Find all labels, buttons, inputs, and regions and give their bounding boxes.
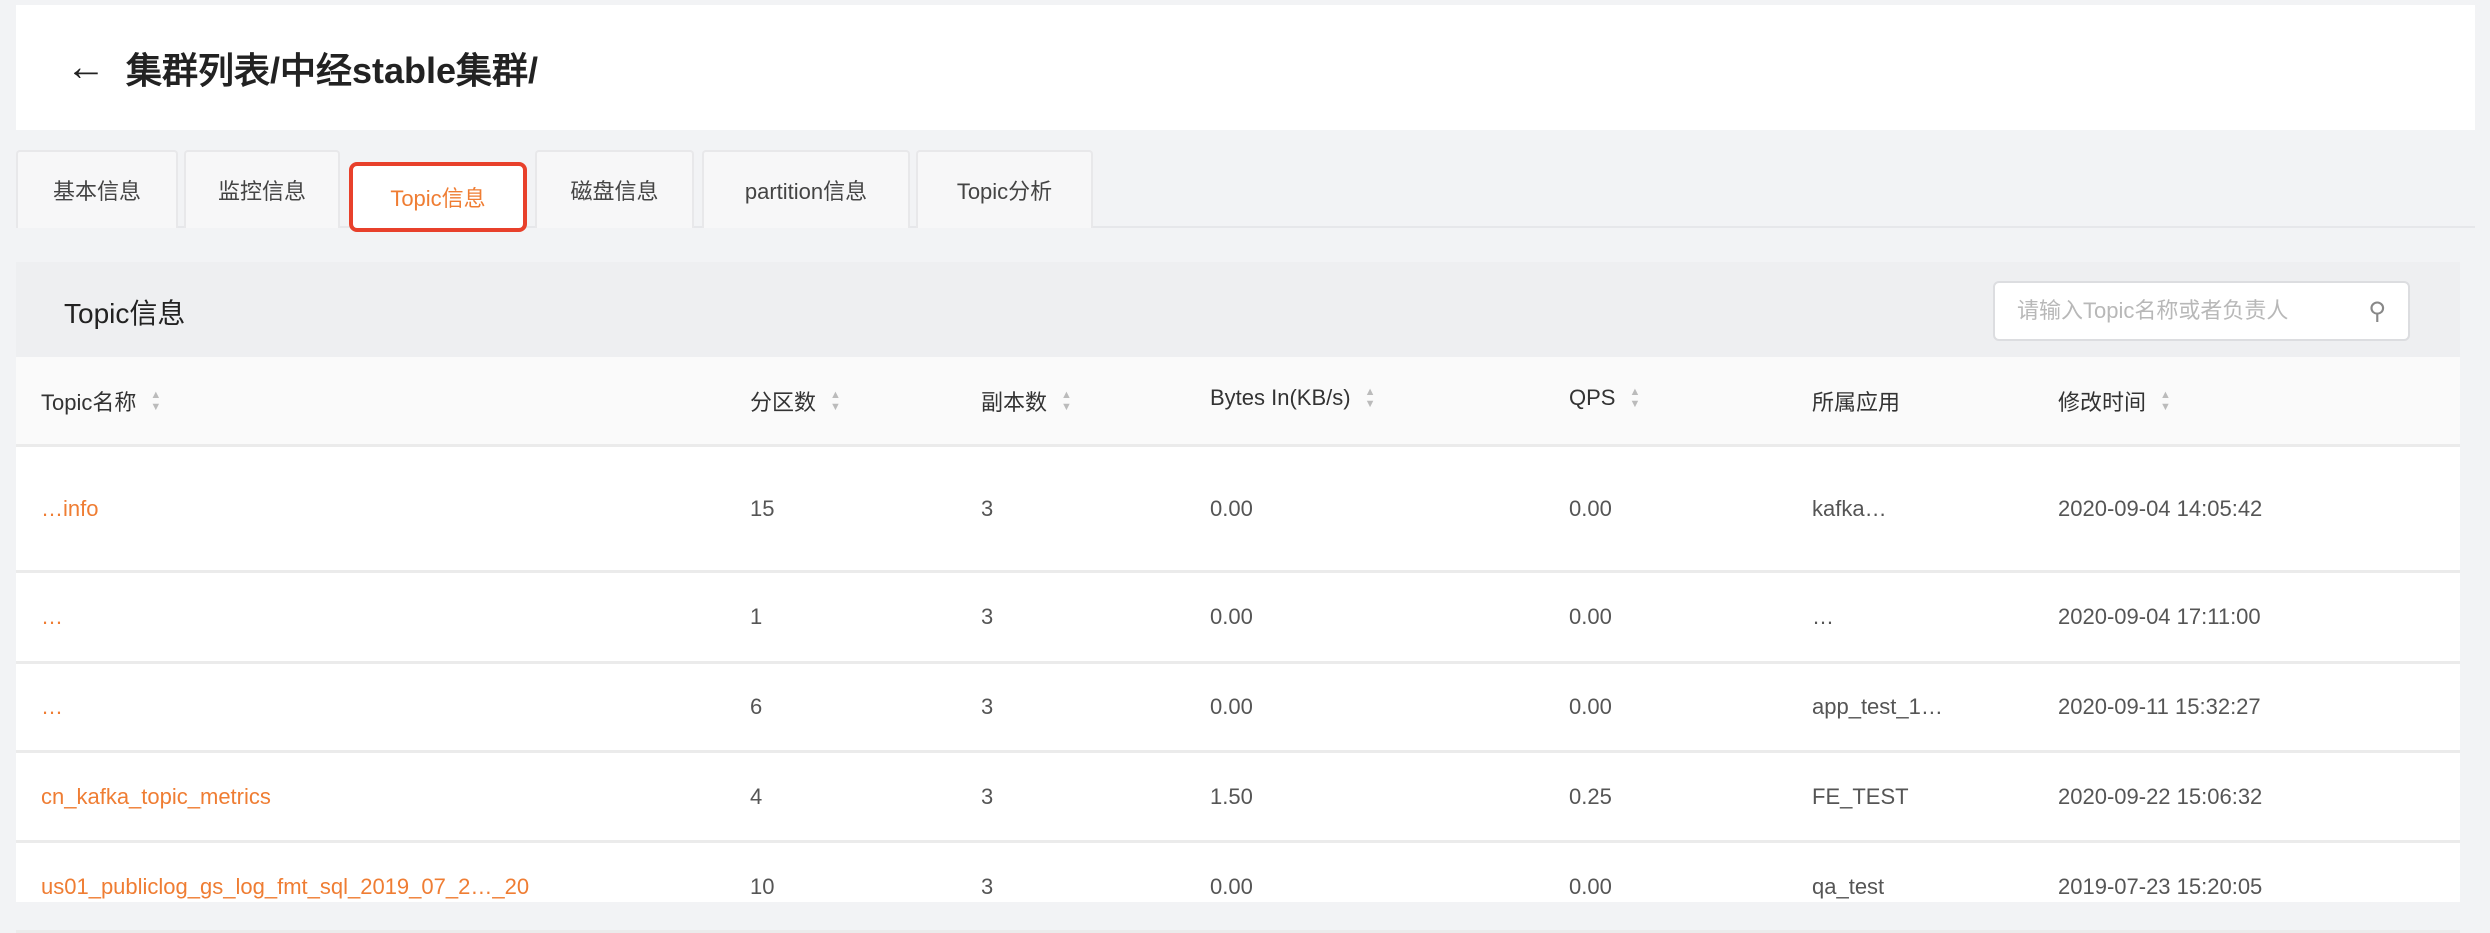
sort-icon[interactable]: ▲ ▼ [150, 389, 162, 413]
sort-icon[interactable]: ▲ ▼ [1061, 389, 1072, 413]
cell-name[interactable]: … [41, 694, 63, 719]
column-bytes-in[interactable]: Bytes In(KB/s) ▲ ▼ [1210, 385, 1376, 410]
column-qps[interactable]: QPS ▲ ▼ [1569, 385, 1641, 410]
tab-topic-info[interactable]: Topic信息 [349, 162, 527, 232]
cell-bytes-in: 0.00 [1210, 495, 1253, 521]
cell-replicas: 3 [981, 604, 994, 629]
cell-qps: 0.00 [1569, 873, 1612, 899]
column-replicas[interactable]: 副本数 ▲ ▼ [981, 389, 1072, 415]
table-row: …info 15 3 0.00 0.00 kafka… 2020-09-04 14:05:4… [16, 447, 2460, 573]
cell-partitions: 6 [750, 694, 763, 719]
cell-app: kafka… [1812, 495, 1887, 521]
cell-bytes-in: 0.00 [1210, 873, 1253, 899]
cell-bytes-in: 0.00 [1210, 604, 1253, 629]
column-app: 所属应用 [1812, 390, 1901, 415]
cell-name[interactable]: us01_publiclog_gs_log_fmt_sql_2019_07_2…… [41, 873, 530, 899]
search-icon[interactable]: ⚲ [2368, 297, 2386, 325]
tab-basic-info[interactable]: 基本信息 [16, 150, 178, 228]
cell-name[interactable]: cn_kafka_topic_metrics [41, 783, 271, 809]
cell-partitions: 10 [750, 873, 775, 899]
cell-modified: 2020-09-11 15:32:27 [2058, 694, 2261, 719]
arrow-left-icon[interactable]: ← [66, 45, 106, 89]
cell-replicas: 3 [981, 783, 994, 809]
table-header: Topic名称 ▲ ▼ 分区数 ▲ ▼ 副本数 ▲ ▼ Bytes In(KB/s) ▲ ▼ Q… [16, 357, 2460, 447]
cell-app: app_test_1… [1812, 694, 1943, 719]
cell-name[interactable]: …info [41, 495, 99, 521]
tab-partition-info[interactable]: partition信息 [702, 150, 910, 228]
column-partitions[interactable]: 分区数 ▲ ▼ [750, 389, 841, 415]
column-topic-name[interactable]: Topic名称 ▲ ▼ [41, 389, 162, 415]
sort-icon[interactable]: ▲ ▼ [1629, 386, 1641, 410]
sort-icon[interactable]: ▲ ▼ [2160, 389, 2171, 413]
search-box: ⚲ [1993, 281, 2410, 341]
cell-qps: 0.00 [1569, 604, 1612, 629]
cell-bytes-in: 1.50 [1210, 783, 1253, 809]
table-row: … 1 3 0.00 0.00 … 2020-09-04 17:11:00 [16, 573, 2460, 664]
cell-partitions: 15 [750, 495, 775, 521]
cell-qps: 0.00 [1569, 694, 1612, 719]
cell-partitions: 1 [750, 604, 763, 629]
tab-bar: 基本信息 监控信息 Topic信息 磁盘信息 partition信息 Topic… [16, 150, 2475, 232]
page-header: ← 集群列表/中经stable集群/ [16, 5, 2475, 130]
panel-title: Topic信息 [64, 298, 186, 329]
cell-qps: 0.25 [1569, 783, 1612, 809]
cell-modified: 2020-09-04 14:05:42 [2058, 495, 2263, 521]
panel-header: Topic信息 ⚲ [16, 262, 2460, 357]
cell-qps: 0.00 [1569, 495, 1612, 521]
table-row: cn_kafka_topic_metrics 4 3 1.50 0.25 FE_TEST 2… [16, 753, 2460, 843]
cell-name[interactable]: … [41, 604, 63, 629]
cell-replicas: 3 [981, 694, 994, 719]
cell-replicas: 3 [981, 495, 994, 521]
search-input[interactable] [2017, 298, 2369, 324]
sort-icon[interactable]: ▲ ▼ [830, 389, 841, 413]
cell-modified: 2020-09-22 15:06:32 [2058, 783, 2263, 809]
cell-replicas: 3 [981, 873, 994, 899]
cell-app: … [1812, 604, 1834, 629]
column-modified-time[interactable]: 修改时间 ▲ ▼ [2058, 389, 2171, 415]
cell-modified: 2019-07-23 15:20:05 [2058, 873, 2263, 899]
cell-bytes-in: 0.00 [1210, 694, 1253, 719]
tab-topic-analysis[interactable]: Topic分析 [916, 150, 1093, 228]
table-row: … 6 3 0.00 0.00 app_test_1… 2020-09-11 15:32:2… [16, 664, 2460, 753]
cell-modified: 2020-09-04 17:11:00 [2058, 604, 2261, 629]
cell-partitions: 4 [750, 783, 763, 809]
tab-monitoring[interactable]: 监控信息 [184, 150, 340, 228]
table-row: us01_publiclog_gs_log_fmt_sql_2019_07_2…… [16, 843, 2460, 933]
tab-disk-info[interactable]: 磁盘信息 [535, 150, 694, 228]
page-title: 集群列表/中经stable集群/ [126, 49, 539, 91]
topic-panel: Topic信息 ⚲ Topic名称▲▼ 分区数▲▼ 副本数▲▼ Bytes In… [16, 262, 2460, 933]
cell-app: qa_test [1812, 873, 1885, 899]
sort-icon[interactable]: ▲ ▼ [1364, 386, 1376, 410]
cell-app: FE_TEST [1812, 783, 1909, 809]
